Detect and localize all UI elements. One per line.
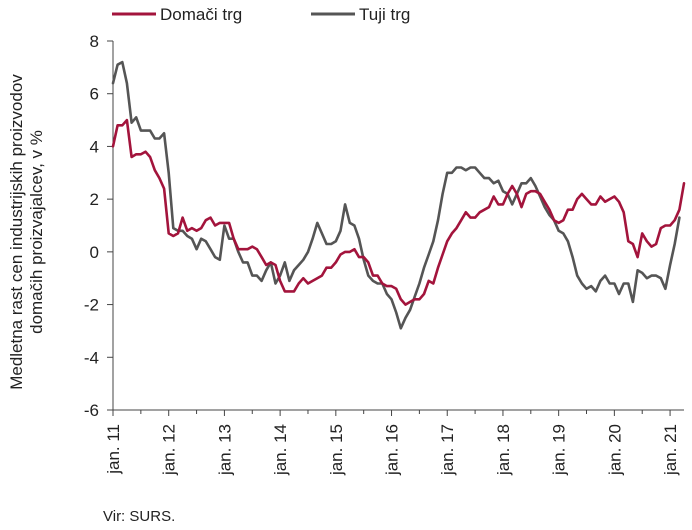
x-tick-label: jan. 19 [550,424,569,476]
legend-label-tuji-trg: Tuji trg [359,5,410,24]
x-tick-label: jan. 14 [271,424,290,476]
y-tick-label: 6 [90,85,99,104]
y-axis-title-line-1: Medletna rast cen industrijskih proizvod… [7,74,26,390]
x-tick-label: jan. 17 [438,424,457,476]
x-tick-label: jan. 12 [160,424,179,476]
x-tick-label: jan. 16 [383,424,402,476]
x-tick-label: jan. 21 [661,424,680,476]
x-tick-label: jan. 18 [494,424,513,476]
series-line-domaci-trg [111,118,686,306]
legend: Domači trg Tuji trg [112,5,410,24]
y-tick-label: 4 [90,137,99,156]
series-line-tuji-trg [111,60,681,330]
x-tick-label: jan. 15 [327,424,346,476]
y-tick-label: 0 [90,243,99,262]
x-tick-label: jan. 11 [104,424,123,475]
y-tick-label: 2 [90,190,99,209]
y-tick-label: -6 [84,401,99,420]
source-note: Vir: SURS. [103,508,175,525]
series-layer [111,60,686,330]
x-tick-label: jan. 13 [215,424,234,476]
y-tick-label: -2 [84,296,99,315]
y-axis-title-line-2: domačih proizvajalcev, v % [27,130,46,334]
legend-label-domaci-trg: Domači trg [160,5,242,24]
y-tick-label: 8 [90,32,99,51]
axes: -6 -4 -2 0 2 4 6 8 jan. 11 jan. 12 jan. 13 jan. 14 j… [84,32,684,476]
x-tick-label: jan. 20 [605,424,624,476]
y-axis-title: Medletna rast cen industrijskih proizvod… [7,74,46,390]
y-tick-label: -4 [84,348,99,367]
